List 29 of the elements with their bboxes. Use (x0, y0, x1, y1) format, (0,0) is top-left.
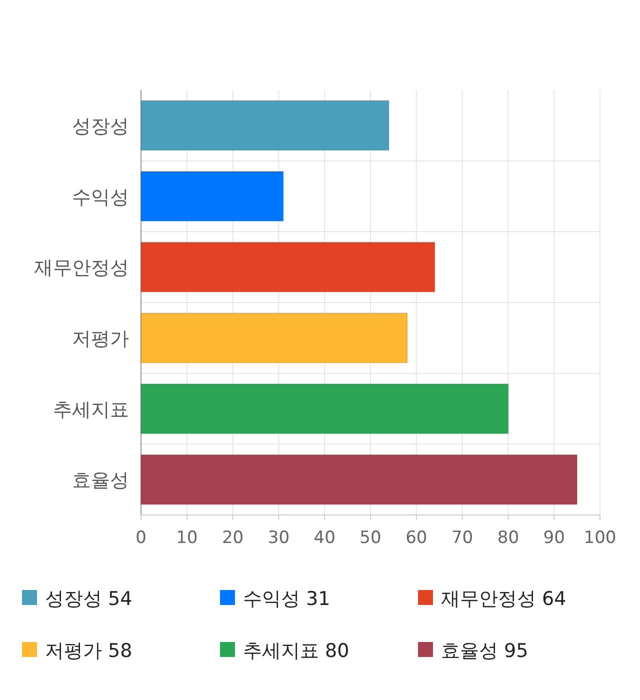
x-tick-label: 40 (314, 528, 336, 548)
legend-item: 성장성 54 (22, 588, 132, 610)
x-tick-label: 60 (406, 528, 428, 548)
legend-label: 재무안정성 64 (441, 588, 566, 610)
y-tick-label: 효율성 (72, 470, 129, 492)
legend-item: 효율성 95 (418, 640, 528, 662)
y-tick-label: 수익성 (72, 186, 129, 208)
legend-item: 재무안정성 64 (418, 588, 566, 610)
x-tick-label: 100 (584, 528, 616, 548)
legend-label: 저평가 58 (45, 640, 132, 662)
legend-item: 수익성 31 (220, 588, 330, 610)
legend-label: 추세지표 80 (243, 640, 350, 662)
legend-label: 성장성 54 (45, 588, 132, 610)
y-tick-label: 성장성 (72, 115, 129, 138)
x-tick-label: 90 (543, 528, 565, 548)
legend-item: 저평가 58 (22, 640, 132, 662)
legend-item: 추세지표 80 (220, 640, 350, 662)
x-tick-label: 10 (176, 528, 198, 548)
legend-label: 수익성 31 (243, 588, 330, 610)
y-tick-label: 추세지표 (53, 398, 129, 421)
legend-label: 효율성 95 (441, 640, 528, 662)
x-tick-label: 70 (451, 528, 474, 548)
x-tick-label: 0 (136, 528, 146, 548)
x-tick-label: 20 (222, 528, 244, 548)
x-tick-label: 80 (497, 528, 520, 548)
x-tick-label: 30 (268, 528, 290, 548)
x-tick-label: 50 (360, 528, 382, 548)
y-tick-label: 재무안정성 (34, 257, 129, 280)
y-tick-label: 저평가 (72, 328, 129, 350)
